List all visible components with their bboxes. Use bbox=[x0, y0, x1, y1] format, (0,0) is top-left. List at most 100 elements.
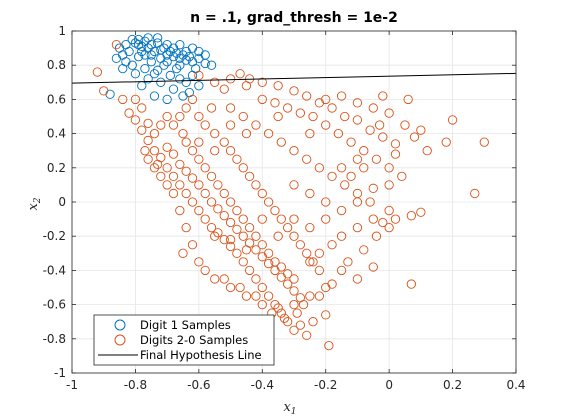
digits20-point bbox=[200, 265, 210, 276]
digits20-point bbox=[336, 163, 347, 173]
digits20-point bbox=[162, 163, 172, 173]
digits20-point bbox=[178, 248, 188, 258]
y-tick-label: 0 bbox=[58, 195, 66, 209]
digits20-point bbox=[238, 257, 248, 267]
digit1-point bbox=[172, 63, 182, 74]
digits20-point bbox=[327, 103, 337, 113]
x-tick-label: -0.8 bbox=[124, 378, 147, 392]
digits20-point bbox=[321, 310, 331, 320]
digits20-point bbox=[194, 257, 204, 267]
digits20-point bbox=[390, 139, 401, 149]
digits20-point bbox=[194, 137, 204, 147]
legend-line-label: Final Hypothesis Line bbox=[140, 348, 262, 362]
digits20-point bbox=[298, 299, 309, 310]
digits20-point bbox=[368, 103, 378, 113]
digits20-point bbox=[168, 120, 179, 130]
series-digit1 bbox=[105, 33, 217, 105]
digits20-point bbox=[162, 142, 172, 152]
digits20-point bbox=[200, 120, 210, 130]
digits20-point bbox=[181, 188, 191, 199]
digits20-point bbox=[225, 217, 236, 228]
digits20-point bbox=[244, 222, 255, 233]
digits20-point bbox=[206, 197, 217, 207]
digits20-point bbox=[479, 137, 489, 147]
digits20-point bbox=[384, 108, 394, 118]
digits20-point bbox=[225, 282, 236, 293]
digit1-point bbox=[194, 81, 204, 91]
y-tick-label: -0.6 bbox=[43, 298, 66, 312]
digits20-point bbox=[194, 70, 204, 81]
digit1-point bbox=[146, 57, 156, 67]
y-tick-label: 0.2 bbox=[47, 161, 66, 175]
legend-digit1-label: Digit 1 Samples bbox=[140, 318, 231, 332]
digits20-point bbox=[232, 224, 242, 235]
digits20-point bbox=[400, 120, 410, 130]
digits20-point bbox=[368, 183, 378, 193]
digits20-point bbox=[321, 197, 331, 207]
digits20-point bbox=[111, 40, 122, 50]
digit1-point bbox=[178, 50, 188, 60]
digit1-point bbox=[156, 77, 166, 87]
digits20-point bbox=[346, 137, 356, 147]
digits20-point bbox=[118, 94, 128, 105]
digits20-point bbox=[378, 132, 388, 142]
digits20-point bbox=[241, 245, 252, 255]
digits20-point bbox=[359, 245, 369, 255]
digits20-point bbox=[403, 94, 413, 105]
digits20-point bbox=[276, 137, 286, 147]
digit1-point bbox=[184, 52, 194, 62]
x-tick-label: 0 bbox=[385, 378, 393, 392]
digits20-point bbox=[187, 94, 198, 105]
digits20-point bbox=[447, 115, 458, 125]
digits20-point bbox=[302, 248, 312, 258]
digits20-point bbox=[210, 77, 220, 87]
digit1-point bbox=[143, 33, 153, 43]
digit1-point bbox=[140, 63, 150, 74]
digits20-point bbox=[263, 248, 274, 258]
digits20-point bbox=[263, 291, 274, 301]
digits20-point bbox=[289, 286, 299, 296]
x-axis-label: x1 bbox=[283, 400, 296, 417]
digits20-point bbox=[327, 240, 337, 250]
digits20-point bbox=[352, 115, 363, 125]
digits20-point bbox=[289, 274, 299, 284]
digits20-point bbox=[257, 240, 267, 250]
digits20-point bbox=[336, 265, 347, 276]
digits20-point bbox=[305, 188, 315, 199]
digits20-point bbox=[289, 180, 299, 190]
digits20-point bbox=[343, 257, 353, 267]
digits20-point bbox=[384, 205, 394, 216]
digits20-point bbox=[336, 91, 347, 101]
digits20-point bbox=[365, 125, 375, 135]
x-tick-label: -0.2 bbox=[314, 378, 337, 392]
digits20-point bbox=[187, 146, 198, 156]
digits20-point bbox=[321, 94, 331, 105]
digits20-point bbox=[200, 163, 210, 173]
digits20-point bbox=[206, 222, 217, 233]
digits20-point bbox=[257, 188, 267, 199]
digits20-point bbox=[336, 205, 347, 216]
digits20-point bbox=[368, 262, 378, 272]
digits20-point bbox=[333, 128, 344, 139]
digits20-point bbox=[219, 211, 229, 221]
digits20-point bbox=[187, 173, 198, 183]
digits20-point bbox=[340, 111, 350, 122]
digits20-point bbox=[390, 214, 401, 224]
digits20-point bbox=[365, 197, 375, 207]
digits20-point bbox=[244, 171, 255, 182]
digits20-point bbox=[232, 248, 242, 258]
digits20-point bbox=[279, 313, 290, 323]
digits20-point bbox=[374, 120, 385, 130]
chart-title: n = .1, grad_thresh = 1e-2 bbox=[190, 10, 398, 26]
digits20-point bbox=[352, 154, 363, 164]
series-digits20 bbox=[92, 40, 489, 351]
digits20-point bbox=[359, 146, 369, 156]
y-axis-label-main: x bbox=[26, 203, 41, 211]
digits20-point bbox=[238, 214, 248, 224]
digits20-point bbox=[295, 240, 305, 250]
digits20-point bbox=[241, 291, 252, 301]
digits20-point bbox=[181, 222, 191, 233]
digit1-point bbox=[127, 34, 137, 45]
digits20-point bbox=[149, 128, 160, 139]
digits20-point bbox=[283, 279, 293, 289]
